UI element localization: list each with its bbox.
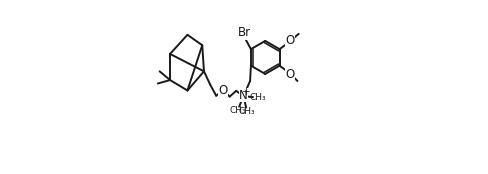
Text: N: N	[239, 89, 248, 102]
Text: CH₃: CH₃	[239, 107, 255, 116]
Text: +: +	[243, 87, 251, 97]
Text: CH₃: CH₃	[249, 93, 265, 102]
Text: O: O	[285, 34, 295, 47]
Text: O: O	[219, 84, 228, 97]
Text: O: O	[285, 68, 295, 81]
Text: CH₃: CH₃	[230, 106, 246, 115]
Text: Br: Br	[238, 26, 251, 39]
